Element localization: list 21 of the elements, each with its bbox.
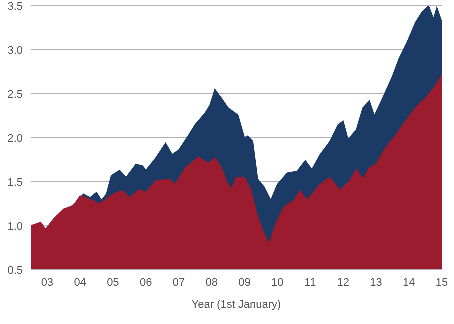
x-tick-label: 04 <box>74 276 86 289</box>
y-tick-label: 3.0 <box>8 44 23 57</box>
x-tick-label: 13 <box>370 276 382 289</box>
x-tick-label: 10 <box>271 276 284 289</box>
x-tick-label: 15 <box>436 276 448 289</box>
x-tick-label: 11 <box>304 276 316 289</box>
y-tick-label: 2.5 <box>8 88 23 101</box>
x-axis-title: Year (1st January) <box>192 299 282 311</box>
x-tick-label: 12 <box>337 276 350 289</box>
x-tick-label: 14 <box>402 276 416 289</box>
x-tick-label: 08 <box>206 276 218 289</box>
x-tick-label: 06 <box>140 276 152 289</box>
y-tick-label: 1.0 <box>8 220 23 233</box>
y-tick-label: 1.5 <box>8 176 23 189</box>
x-tick-label: 05 <box>107 276 120 289</box>
x-tick-label: 09 <box>238 276 251 289</box>
y-tick-label: 0.5 <box>8 264 23 277</box>
x-tick-label: 07 <box>172 276 186 289</box>
y-tick-label: 2.0 <box>8 132 23 145</box>
y-tick-label: 3.5 <box>8 0 23 13</box>
x-tick-label: 03 <box>41 276 54 289</box>
